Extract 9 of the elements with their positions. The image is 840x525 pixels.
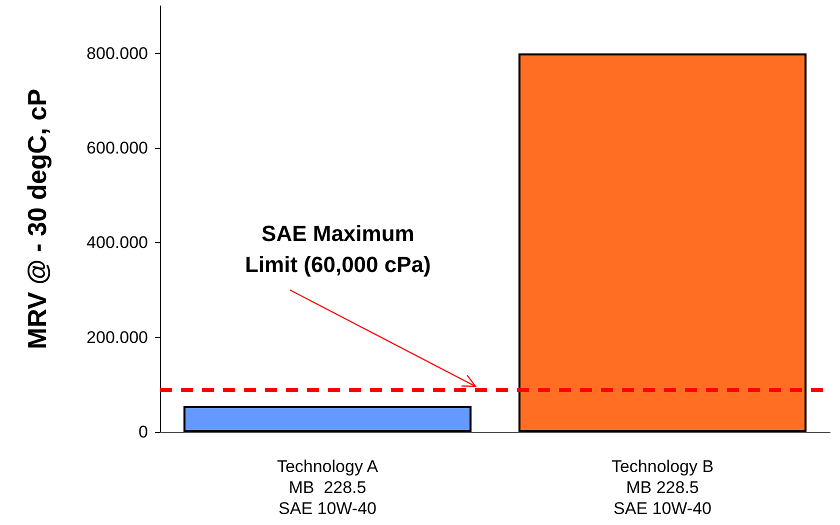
x-tick-label: Technology B MB 228.5 SAE 10W-40 xyxy=(611,457,714,518)
y-tick-label: 400.000 xyxy=(86,233,148,252)
y-tick-label: 600.000 xyxy=(86,138,148,158)
y-tick-label: 200.000 xyxy=(86,328,148,347)
y-axis-title: MRV @ - 30 degC, cP xyxy=(22,88,52,350)
x-tick-label: Technology A MB 228.5 SAE 10W-40 xyxy=(276,457,379,518)
ref-line-label: SAE Maximum Limit (60,000 cPa) xyxy=(244,221,431,277)
y-tick-label: 800.000 xyxy=(86,44,148,63)
y-tick-label: 0 xyxy=(138,422,148,442)
